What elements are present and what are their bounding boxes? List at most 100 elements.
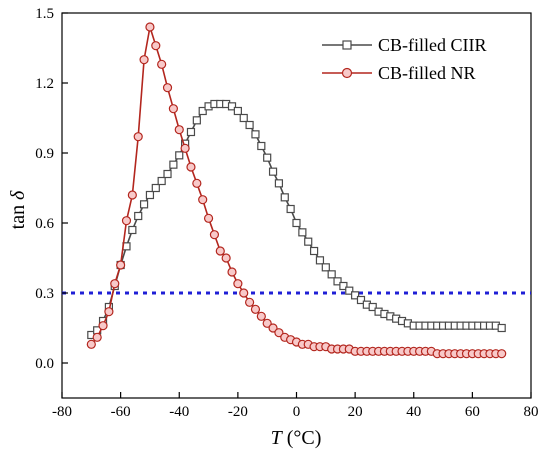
data-point [157, 59, 167, 69]
y-axis-label-plain: tan [7, 200, 29, 229]
data-point [245, 297, 255, 307]
data-point [368, 302, 377, 312]
data-point [110, 279, 120, 289]
x-tick-label: 80 [524, 404, 539, 420]
x-tick-label: -80 [52, 404, 72, 420]
x-tick-label: -40 [169, 404, 189, 420]
data-point [98, 321, 108, 331]
data-point [239, 113, 248, 123]
data-point [233, 106, 242, 116]
axis-layer: -80 -60 -40 -20 0 20 40 60 80 0.0 0.3 0.6 0.9 1.2 1.5 [35, 6, 538, 420]
data-point [127, 190, 137, 200]
data-point [227, 102, 237, 111]
data-point [86, 339, 96, 349]
data-point [139, 200, 149, 209]
y-axis-label: tan δ [7, 190, 29, 229]
data-point [304, 237, 313, 246]
data-point [298, 228, 307, 237]
data-point [121, 216, 132, 226]
data-point [169, 160, 178, 169]
data-point [203, 213, 214, 223]
data-point [180, 143, 190, 153]
x-axis-label: T (°C) [271, 427, 322, 449]
data-point [145, 22, 155, 32]
data-point [257, 141, 266, 151]
data-point [274, 328, 284, 338]
data-point [186, 162, 196, 172]
data-point [139, 55, 149, 65]
x-tick-label: 0 [293, 404, 301, 420]
data-point [162, 83, 173, 93]
x-tick-label: -20 [228, 404, 248, 420]
data-point [497, 349, 507, 359]
series-ciir [87, 99, 506, 340]
data-point [497, 323, 506, 333]
y-tick-label: 1.2 [35, 76, 54, 92]
data-point [262, 318, 272, 328]
data-point [128, 225, 137, 235]
data-point [221, 253, 231, 263]
legend-label: CB-filled CIIR [378, 35, 487, 55]
data-point [250, 304, 261, 314]
data-point [274, 179, 284, 188]
x-tick-label: -60 [111, 404, 131, 420]
data-point [198, 195, 208, 205]
data-point [92, 332, 102, 342]
data-point [192, 178, 202, 188]
data-point [163, 169, 172, 179]
y-tick-label: 0.0 [35, 356, 54, 372]
data-point [151, 183, 160, 193]
data-point [345, 286, 354, 295]
data-point [256, 311, 266, 321]
data-point [321, 263, 330, 272]
y-tick-label: 1.5 [35, 6, 54, 22]
data-point [133, 132, 143, 142]
legend-label: CB-filled NR [378, 63, 476, 83]
data-point [245, 120, 254, 130]
data-point [351, 291, 360, 300]
legend-marker [342, 40, 352, 50]
data-point [157, 176, 166, 186]
data-point [209, 230, 220, 240]
data-point [327, 270, 336, 279]
data-point [198, 106, 207, 116]
y-tick-label: 0.9 [35, 146, 54, 162]
data-point [280, 193, 289, 202]
y-axis-label-italic: δ [7, 190, 29, 200]
data-point [151, 41, 161, 51]
data-point [145, 190, 155, 200]
x-axis-label-italic: T [271, 427, 284, 449]
data-point [168, 104, 178, 114]
data-point [192, 116, 201, 125]
data-point [175, 151, 184, 160]
data-point [268, 167, 278, 176]
data-point [292, 218, 301, 228]
data-point [239, 288, 249, 298]
data-point [356, 295, 366, 305]
x-tick-label: 60 [465, 404, 480, 420]
data-point [227, 267, 237, 277]
data-point [309, 246, 319, 256]
data-point [339, 281, 348, 291]
data-point [315, 256, 325, 265]
data-point [174, 125, 184, 135]
data-point [286, 204, 295, 214]
data-point [104, 307, 114, 317]
x-tick-label: 40 [406, 404, 421, 420]
x-tick-label: 20 [348, 404, 363, 420]
series-nr [86, 22, 507, 359]
data-point [263, 153, 272, 162]
x-axis-label-rest: (°C) [282, 427, 322, 449]
data-point [215, 246, 225, 256]
data-point [186, 127, 196, 137]
legend: CB-filled CIIR CB-filled NR [322, 35, 487, 83]
series-layer [86, 22, 507, 359]
y-tick-label: 0.6 [35, 216, 54, 232]
data-point [233, 279, 243, 289]
data-point [251, 130, 260, 139]
data-point [134, 211, 143, 221]
data-point [116, 260, 126, 270]
data-point [268, 323, 278, 333]
data-point [333, 277, 342, 286]
